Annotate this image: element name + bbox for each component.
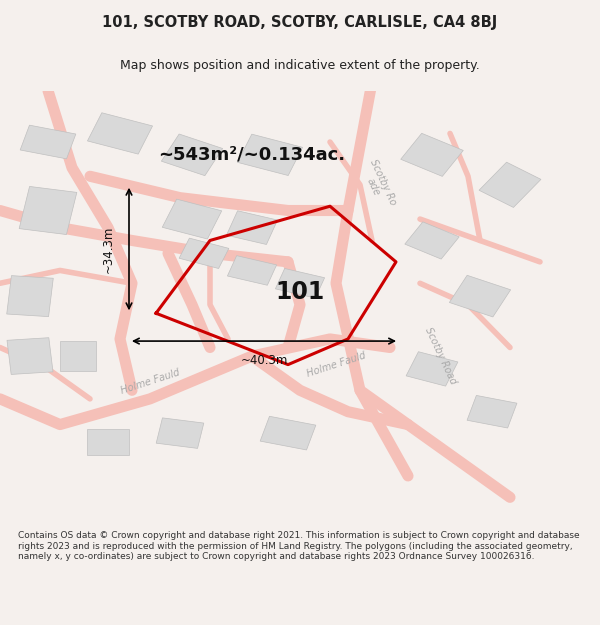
Text: 101, SCOTBY ROAD, SCOTBY, CARLISLE, CA4 8BJ: 101, SCOTBY ROAD, SCOTBY, CARLISLE, CA4 … (103, 15, 497, 30)
Text: ~543m²/~0.134ac.: ~543m²/~0.134ac. (158, 146, 346, 164)
Polygon shape (449, 275, 511, 317)
Polygon shape (238, 134, 302, 176)
Text: Holme Fauld: Holme Fauld (305, 351, 367, 379)
Polygon shape (406, 352, 458, 386)
Polygon shape (227, 256, 277, 285)
Polygon shape (7, 276, 53, 317)
Polygon shape (88, 112, 152, 154)
Text: Contains OS data © Crown copyright and database right 2021. This information is : Contains OS data © Crown copyright and d… (18, 531, 580, 561)
Polygon shape (7, 338, 53, 374)
Polygon shape (162, 199, 222, 239)
Text: Scotby Ro
ade: Scotby Ro ade (358, 158, 398, 212)
Text: ~40.3m: ~40.3m (241, 354, 287, 367)
Polygon shape (156, 418, 204, 448)
Polygon shape (260, 416, 316, 450)
Polygon shape (19, 186, 77, 234)
Polygon shape (467, 396, 517, 428)
Polygon shape (401, 133, 463, 176)
Text: 101: 101 (275, 280, 325, 304)
Polygon shape (20, 125, 76, 159)
Polygon shape (179, 238, 229, 269)
Text: Scotby Road: Scotby Road (424, 326, 458, 386)
Polygon shape (405, 222, 459, 259)
Text: Map shows position and indicative extent of the property.: Map shows position and indicative extent… (120, 59, 480, 72)
Polygon shape (87, 429, 129, 454)
Text: Holme Fauld: Holme Fauld (119, 368, 181, 396)
Polygon shape (60, 341, 96, 371)
Polygon shape (275, 269, 325, 298)
Polygon shape (161, 134, 223, 176)
Polygon shape (226, 211, 278, 244)
Text: ~34.3m: ~34.3m (101, 226, 115, 272)
Polygon shape (479, 162, 541, 208)
